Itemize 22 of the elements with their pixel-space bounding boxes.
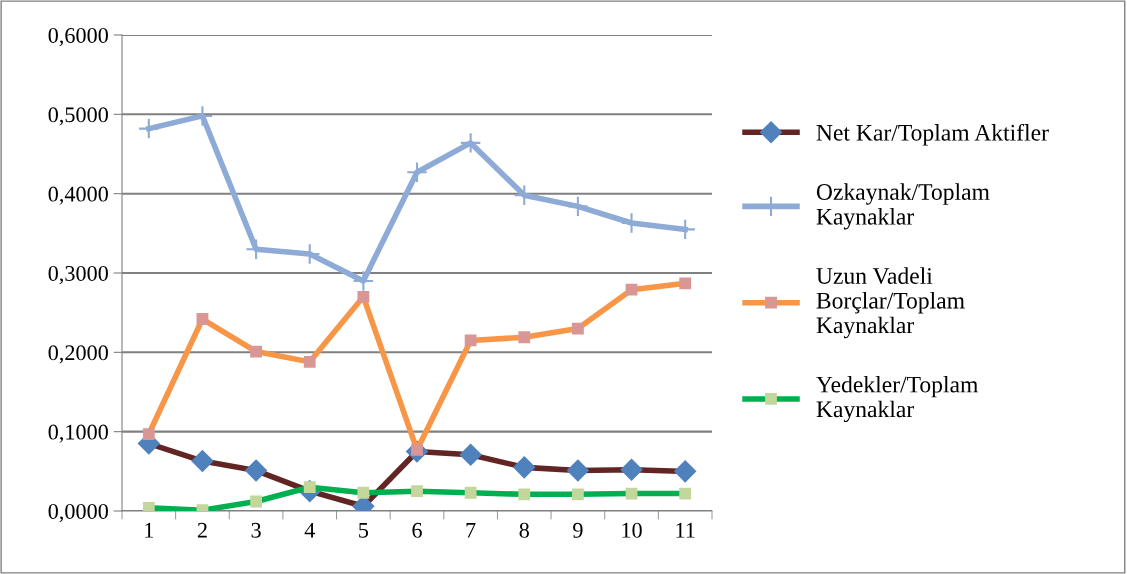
x-tick-label: 6 (412, 522, 422, 538)
legend-label: Yedekler/Toplam Kaynaklar (816, 375, 979, 423)
x-tick-label: 5 (359, 522, 369, 538)
legend-label: Ozkaynak/Toplam Kaynaklar (816, 183, 990, 230)
legend-label: Net Kar/Toplam Aktifler (816, 123, 1049, 146)
x-tick-label: 10 (622, 522, 642, 538)
y-tick-label: 0,5000 (48, 107, 108, 126)
x-tick-label: 2 (197, 522, 207, 538)
x-tick-label: 9 (573, 522, 583, 538)
x-tick-label: 8 (519, 522, 529, 538)
x-tick-label: 3 (251, 522, 261, 538)
legend-label: Uzun Vadeli Borçlar/Toplam Kaynaklar (816, 267, 965, 339)
y-tick-label: 0,3000 (48, 265, 108, 285)
x-tick-label: 1 (145, 522, 154, 538)
x-tick-label: 11 (676, 522, 695, 538)
y-tick-label: 0,4000 (48, 186, 108, 205)
x-tick-label: 4 (304, 522, 315, 538)
y-tick-label: 0,0000 (48, 503, 108, 523)
x-tick-label: 7 (466, 522, 476, 538)
y-tick-label: 0,6000 (48, 27, 108, 47)
y-tick-label: 0,2000 (48, 345, 108, 364)
y-tick-label: 0,1000 (48, 424, 108, 443)
